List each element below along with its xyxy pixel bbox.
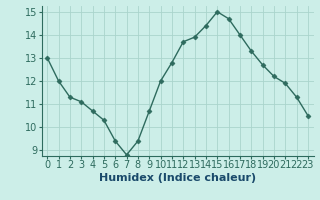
X-axis label: Humidex (Indice chaleur): Humidex (Indice chaleur) (99, 173, 256, 183)
